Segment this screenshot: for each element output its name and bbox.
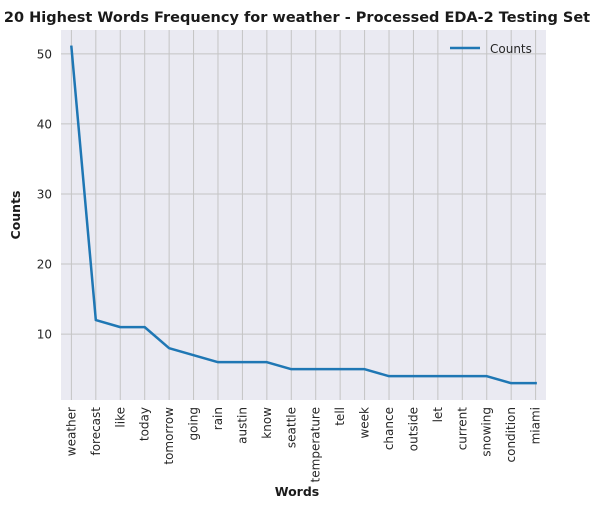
x-tick-label: tomorrow: [162, 407, 176, 465]
legend-label: Counts: [490, 42, 532, 56]
x-tick-label: let: [431, 407, 445, 423]
x-tick-label: today: [138, 407, 152, 441]
series-layer: [70, 45, 537, 385]
x-tick-label: rain: [211, 407, 225, 430]
x-tick-label: chance: [382, 407, 396, 450]
x-tick-label: week: [358, 407, 372, 439]
x-tick-label: austin: [235, 407, 249, 444]
x-axis-ticks: weather forecast like today tomorrow going rai…: [64, 407, 542, 483]
x-tick-label: miami: [529, 407, 543, 444]
x-tick-label: going: [187, 407, 201, 441]
x-tick-label: weather: [64, 407, 78, 456]
x-tick-label: snowing: [480, 407, 494, 457]
plot-area: [61, 30, 546, 400]
x-tick-label: outside: [406, 407, 420, 451]
grid: [61, 30, 546, 400]
y-tick-label: 10: [37, 328, 52, 342]
series-line-counts: [70, 45, 537, 385]
x-tick-label: know: [260, 407, 274, 439]
y-tick-label: 20: [37, 258, 52, 272]
y-axis-ticks: 10 20 30 40 50: [37, 47, 52, 341]
x-tick-label: seattle: [284, 407, 298, 448]
x-tick-label: like: [113, 407, 127, 428]
y-tick-label: 30: [37, 187, 52, 201]
x-tick-label: forecast: [89, 407, 103, 456]
x-tick-label: tell: [333, 407, 347, 426]
x-tick-label: condition: [504, 407, 518, 462]
y-axis-label: Counts: [8, 191, 23, 240]
x-tick-label: temperature: [309, 407, 323, 482]
x-tick-label: current: [455, 407, 469, 451]
y-tick-label: 50: [37, 47, 52, 61]
y-tick-label: 40: [37, 117, 52, 131]
x-axis-label: Words: [275, 484, 319, 499]
chart-title: 20 Highest Words Frequency for weather -…: [4, 10, 590, 26]
legend: Counts: [450, 42, 532, 56]
